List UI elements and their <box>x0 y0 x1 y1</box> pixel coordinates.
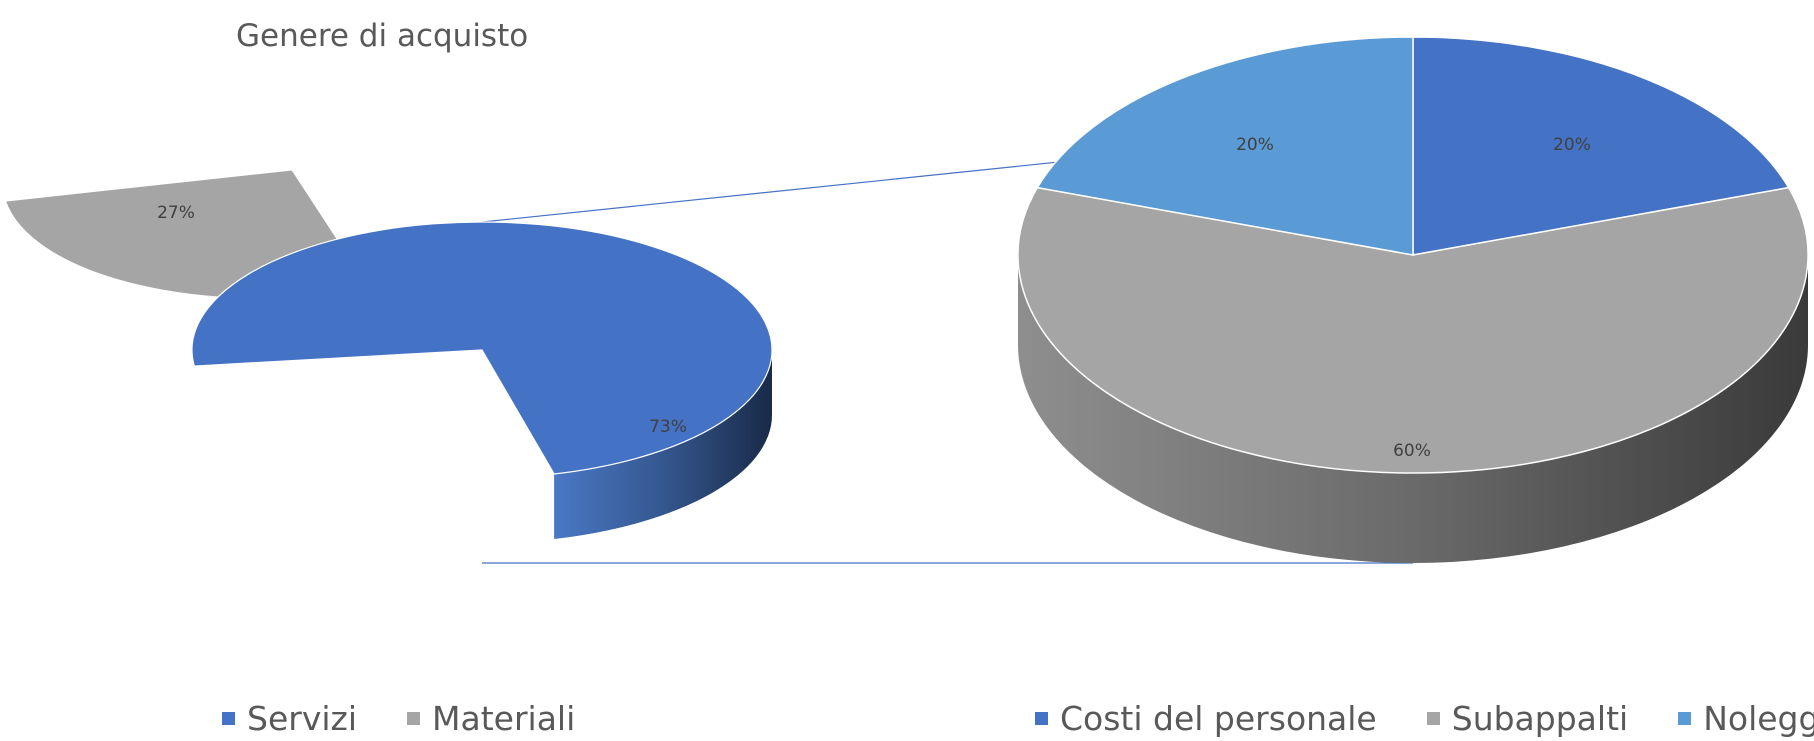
slice-side-subappalti <box>1018 255 1808 563</box>
primary-pie <box>4 169 773 539</box>
legend-swatch <box>1035 711 1048 725</box>
legend-label: Subappalti <box>1451 698 1629 738</box>
legend-item-noleggi: Noleggi <box>1678 699 1814 738</box>
connector-line-top <box>481 154 1127 223</box>
legend-swatch <box>222 711 235 725</box>
data-label-servizi: 73% <box>649 417 687 437</box>
legend-swatch <box>1426 711 1440 725</box>
data-label-noleggi: 20% <box>1236 135 1274 155</box>
legend-label: Costi del personale <box>1060 698 1377 738</box>
legend-swatch <box>407 711 421 725</box>
connector-lines <box>481 154 1413 564</box>
legend-primary: Servizi Materiali <box>222 698 575 738</box>
legend-item-subappalti: Subappalti <box>1426 698 1629 738</box>
chart-title: Genere di acquisto <box>236 18 529 54</box>
data-labels: 73% 27% 20% 60% 20% <box>157 135 1591 461</box>
legend-label: Noleggi <box>1703 698 1814 738</box>
slice-servizi <box>191 221 773 539</box>
slice-noleggi <box>1036 36 1414 256</box>
legend-secondary: Costi del personale Subappalti Noleggi <box>1035 698 1814 738</box>
slice-subappalti <box>1017 186 1809 474</box>
data-label-materiali: 27% <box>157 203 195 223</box>
legend-label: Materiali <box>432 698 576 738</box>
legend-swatch <box>1678 711 1692 725</box>
data-label-subappalti: 60% <box>1393 441 1431 461</box>
legend-item-materiali: Materiali <box>407 699 575 738</box>
secondary-pie <box>1017 36 1809 563</box>
legend-label: Servizi <box>247 698 358 738</box>
data-label-costi-del-personale: 20% <box>1553 135 1591 155</box>
legend-item-costi-del-personale: Costi del personale <box>1035 699 1377 738</box>
slice-costi-del-personale <box>1412 36 1790 256</box>
legend-item-servizi: Servizi <box>222 699 357 738</box>
